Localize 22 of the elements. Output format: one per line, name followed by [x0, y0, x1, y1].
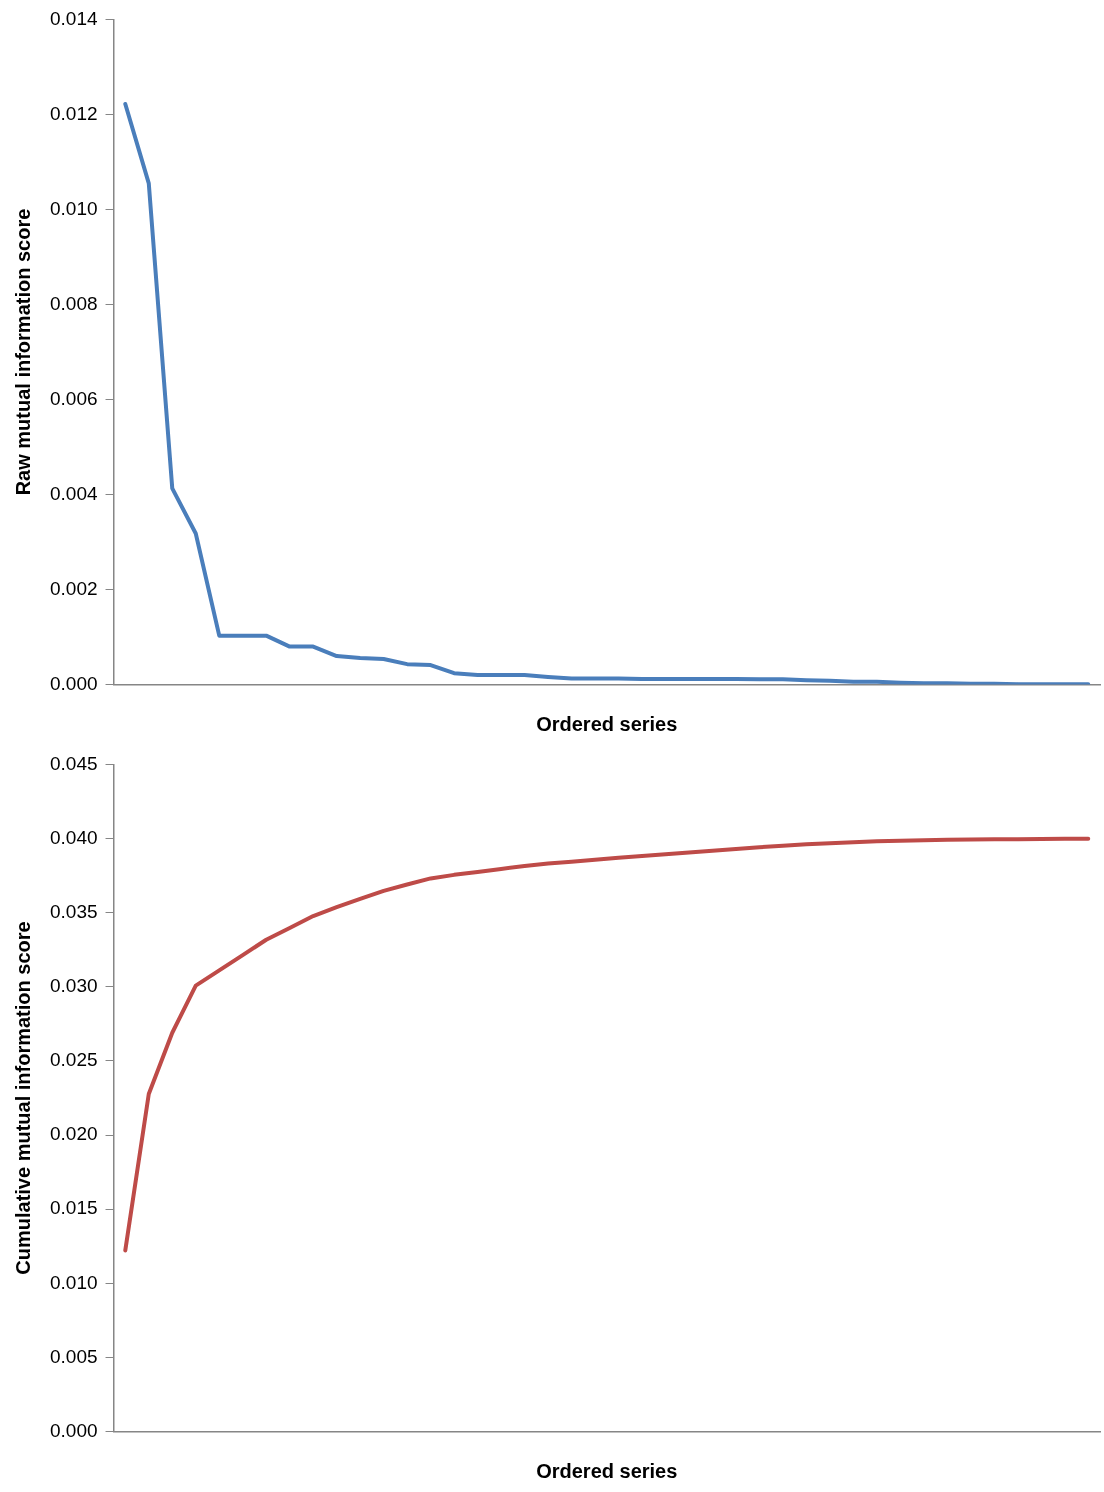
y-tick-label: 0.004 — [50, 482, 98, 504]
x-axis-title: Ordered series — [536, 1459, 678, 1482]
y-tick-label: 0.020 — [50, 1123, 98, 1145]
y-tick-label: 0.010 — [50, 1271, 98, 1293]
y-tick-label: 0.014 — [50, 7, 98, 29]
y-tick-label: 0.008 — [50, 292, 98, 314]
y-tick-label: 0.040 — [50, 826, 98, 848]
y-tick-label: 0.025 — [50, 1049, 98, 1071]
y-tick-label: 0.015 — [50, 1197, 98, 1219]
y-tick-label: 0.000 — [50, 672, 98, 694]
y-tick-label: 0.035 — [50, 900, 98, 922]
y-tick-label: 0.000 — [50, 1419, 98, 1441]
y-tick-label: 0.006 — [50, 387, 98, 409]
y-tick-label: 0.005 — [50, 1345, 98, 1367]
y-tick-label: 0.030 — [50, 975, 98, 997]
y-axis-title: Cumulative mutual information score — [11, 921, 34, 1275]
y-axis-title: Raw mutual information score — [11, 208, 34, 496]
y-tick-label: 0.002 — [50, 577, 98, 599]
y-tick-label: 0.010 — [50, 197, 98, 219]
y-tick-label: 0.012 — [50, 102, 98, 124]
y-tick-label: 0.045 — [50, 752, 98, 774]
x-axis-title: Ordered series — [536, 712, 678, 735]
